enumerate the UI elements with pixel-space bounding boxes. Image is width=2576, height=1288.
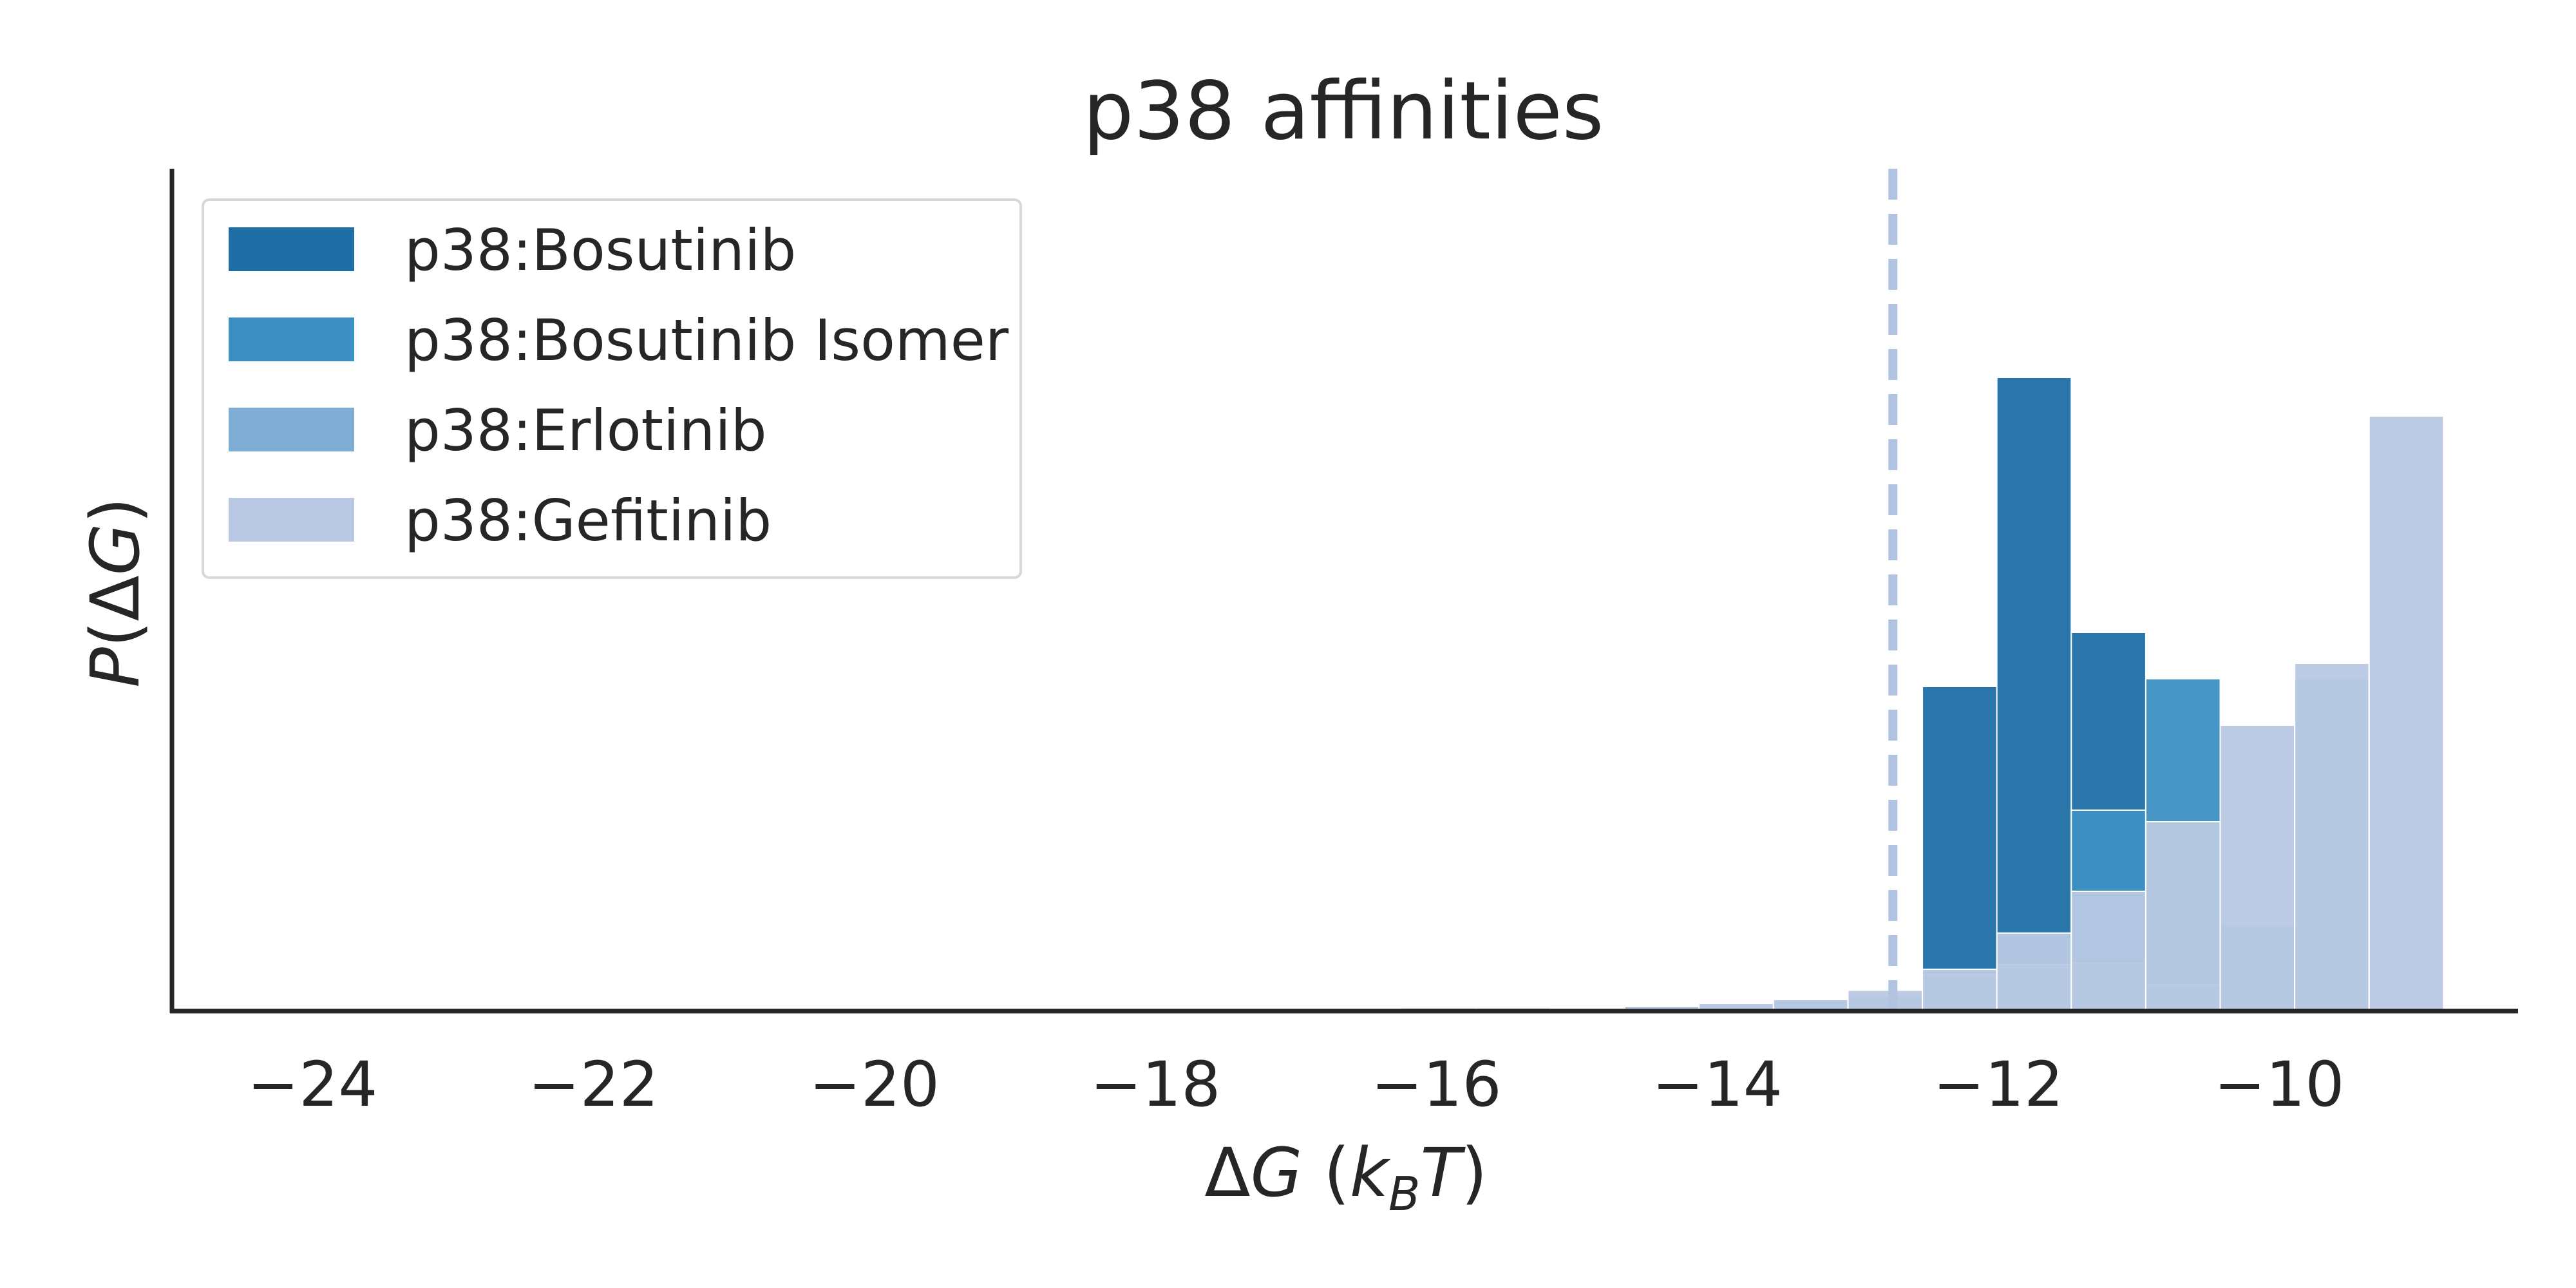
bar-p38-gefitinib-10	[2145, 821, 2221, 1012]
bar-p38-gefitinib-9	[2070, 891, 2146, 1012]
legend-label-p38-erlotinib: p38:Erlotinib	[404, 397, 767, 464]
x-tick-label: −18	[1090, 1048, 1221, 1121]
x-tick-label: −14	[1652, 1048, 1783, 1121]
bar-p38-gefitinib-11	[2219, 724, 2296, 1012]
bar-p38-gefitinib-7	[1922, 969, 1998, 1012]
x-tick-label: −10	[2214, 1048, 2345, 1121]
x-tick-labels: −24 −22 −20 −18 −16 −14 −12 −10	[247, 1048, 2345, 1121]
bar-p38-gefitinib-6	[1847, 989, 1924, 1012]
histogram-bars	[1400, 377, 2445, 1012]
legend-label-p38-bosutinib-isomer: p38:Bosutinib Isomer	[404, 307, 1009, 374]
bar-p38-bosutinib-1	[1996, 377, 2072, 1012]
legend-label-p38-bosutinib: p38:Bosutinib	[404, 217, 796, 283]
y-axis-label: P(ΔG)	[76, 497, 155, 688]
bar-p38-gefitinib-8	[1996, 932, 2072, 1012]
bar-p38-gefitinib-13	[2368, 415, 2445, 1012]
legend-frame	[202, 198, 1022, 579]
legend-swatch-p38-erlotinib	[229, 408, 354, 451]
bar-p38-bosutinib-0	[1922, 686, 1998, 1012]
legend-swatch-p38-bosutinib-isomer	[229, 317, 354, 361]
legend-swatch-p38-gefitinib	[229, 498, 354, 542]
chart-title: p38 affinities	[1083, 65, 1604, 158]
x-tick-label: −20	[809, 1048, 940, 1121]
legend-swatch-p38-bosutinib	[229, 227, 354, 271]
x-tick-label: −16	[1371, 1048, 1502, 1121]
x-axis-label: ΔG (kBT)	[1204, 1133, 1487, 1221]
legend-label-p38-gefitinib: p38:Gefitinib	[404, 488, 772, 554]
bar-p38-gefitinib-12	[2294, 663, 2370, 1012]
x-tick-label: −22	[528, 1048, 659, 1121]
legend: p38:Bosutinib p38:Bosutinib Isomer p38:Erl…	[202, 198, 1022, 579]
x-tick-label: −24	[247, 1048, 378, 1121]
x-tick-label: −12	[1933, 1048, 2064, 1121]
